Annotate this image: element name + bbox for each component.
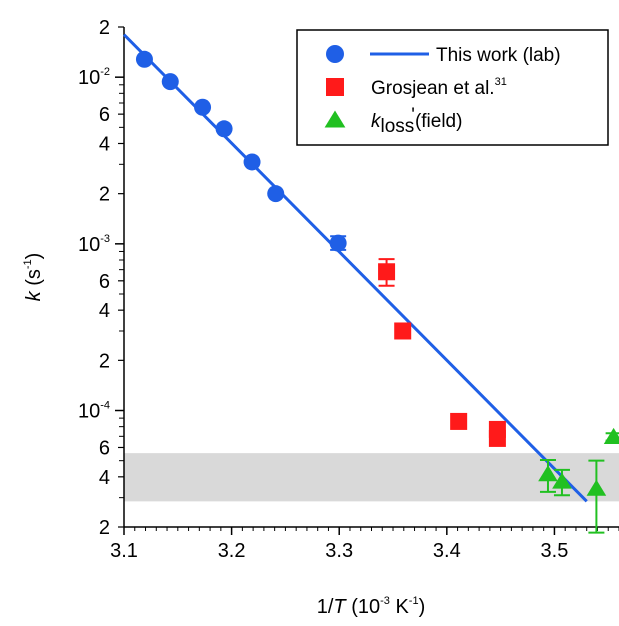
legend-marker-square bbox=[326, 78, 344, 96]
x-tick-label: 3.1 bbox=[110, 540, 138, 562]
data-point-square bbox=[450, 412, 468, 430]
legend-marker-triangle bbox=[324, 110, 346, 128]
axis-labels: 1/T (10-3 K-1) k (s-1) bbox=[22, 253, 425, 618]
shaded-band-layer bbox=[124, 453, 619, 502]
shaded-band bbox=[124, 453, 619, 502]
legend-label: Grosjean et al.31 bbox=[371, 76, 507, 99]
y-minor-tick-label: 4 bbox=[99, 133, 110, 155]
legend: This work (lab) Grosjean et al.31 kloss'(f… bbox=[296, 29, 609, 146]
data-point-circle bbox=[215, 120, 233, 138]
y-minor-tick-label: 2 bbox=[99, 184, 110, 206]
y-major-tick-label: 10-4 bbox=[78, 400, 110, 423]
legend-marker-circle bbox=[326, 45, 344, 63]
legend-label: This work (lab) bbox=[436, 45, 561, 66]
x-axis-title: 1/T (10-3 K-1) bbox=[317, 595, 426, 618]
data-points-layer bbox=[135, 50, 619, 534]
x-tick-label: 3.3 bbox=[325, 540, 353, 562]
y-minor-tick-label: 2 bbox=[99, 350, 110, 372]
data-point-circle bbox=[161, 73, 179, 91]
data-point-circle bbox=[194, 98, 212, 116]
y-minor-tick-label: 2 bbox=[99, 17, 110, 39]
y-axis-title: k (s-1) bbox=[22, 253, 45, 302]
data-point-circle bbox=[135, 50, 153, 68]
data-point-circle bbox=[267, 185, 285, 203]
data-point-circle bbox=[329, 234, 347, 252]
y-major-tick-label: 10-2 bbox=[78, 66, 110, 89]
data-point-triangle bbox=[552, 472, 572, 489]
x-tick-label: 3.2 bbox=[218, 540, 246, 562]
y-minor-tick-label: 4 bbox=[99, 467, 110, 489]
x-tick-label: 3.5 bbox=[541, 540, 569, 562]
data-point-square bbox=[488, 420, 506, 438]
axes: 3.1 3.2 3.3 3.4 3.5 10-2 10-3 10-4 2 6 4 2 6 4 2 6 4 2 bbox=[78, 17, 619, 562]
data-point-triangle bbox=[538, 465, 558, 482]
data-point-triangle bbox=[603, 427, 619, 444]
x-tick-label: 3.4 bbox=[433, 540, 461, 562]
data-point-triangle bbox=[586, 479, 607, 496]
data-point-square bbox=[394, 322, 412, 340]
y-minor-tick-label: 2 bbox=[99, 517, 110, 539]
data-point-square bbox=[378, 263, 396, 281]
legend-label: kloss'(field) bbox=[371, 105, 462, 137]
y-minor-tick-label: 6 bbox=[99, 271, 110, 293]
y-minor-tick-label: 4 bbox=[99, 300, 110, 322]
legend-box bbox=[296, 29, 609, 146]
y-major-tick-label: 10-3 bbox=[78, 233, 110, 256]
y-minor-tick-label: 6 bbox=[99, 104, 110, 126]
y-minor-tick-label: 6 bbox=[99, 437, 110, 459]
data-point-circle bbox=[243, 153, 261, 171]
